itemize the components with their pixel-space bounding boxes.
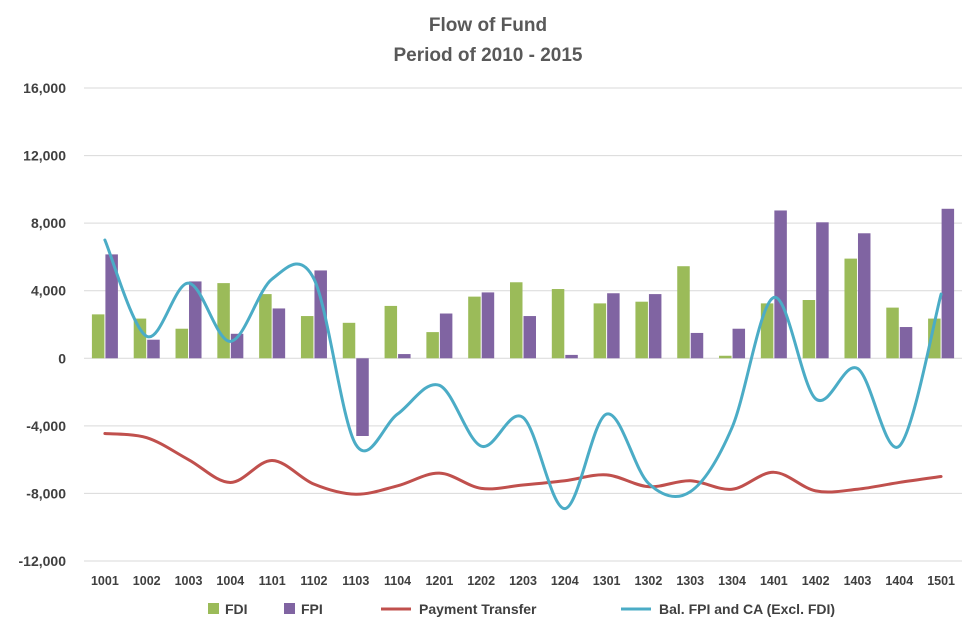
bar-fdi (91, 314, 105, 359)
x-tick-label: 1203 (509, 574, 537, 588)
bar-fdi (510, 282, 523, 359)
x-tick-label: 1004 (216, 574, 244, 588)
bar-fpi (272, 308, 286, 359)
bar-fdi (593, 303, 607, 359)
bar-fdi (175, 328, 189, 359)
bar-fpi (565, 354, 578, 359)
bar-fpi (732, 328, 746, 359)
gridlines (84, 87, 962, 562)
bar-fdi (760, 303, 774, 359)
x-tick-label: 1101 (259, 574, 286, 588)
line-payment-transfer (103, 431, 943, 496)
bar-fdi (468, 296, 481, 359)
legend-label: Payment Transfer (419, 601, 537, 617)
y-tick-label: -12,000 (19, 553, 67, 569)
x-tick-label: 1204 (551, 574, 579, 588)
legend-label: Bal. FPI and CA (Excl. FDI) (659, 601, 835, 617)
y-tick-label: 16,000 (23, 80, 66, 96)
y-tick-label: 0 (58, 350, 66, 366)
bar-fdi (677, 266, 690, 359)
bar-fdi (217, 283, 230, 359)
bar-fdi (719, 355, 732, 359)
bar-fpi (690, 332, 704, 359)
bars (91, 208, 955, 436)
x-tick-label: 1301 (593, 574, 621, 588)
bar-fdi (133, 318, 147, 359)
bar-fdi (802, 300, 816, 359)
bar-fpi (398, 354, 411, 359)
legend-label: FPI (301, 601, 323, 617)
lines (103, 238, 943, 511)
legend-label: FDI (225, 601, 248, 617)
bar-fpi (941, 208, 955, 359)
x-tick-label: 1404 (885, 574, 913, 588)
bar-fpi (481, 292, 495, 359)
bar-fpi (857, 233, 871, 359)
y-axis-ticks: 16,000 12,000 8,000 4,000 0 -4,000 -8,000 -12,0… (19, 80, 67, 569)
chart-title: Flow of Fund (429, 15, 547, 36)
bar-fdi (844, 258, 857, 359)
bar-fdi (551, 289, 565, 359)
bar-fdi (426, 332, 439, 359)
y-tick-label: 4,000 (31, 283, 66, 299)
bar-fpi (899, 327, 913, 359)
x-tick-label: 1202 (467, 574, 495, 588)
legend-swatch (284, 603, 295, 614)
y-tick-label: -8,000 (26, 485, 66, 501)
x-tick-label: 1201 (425, 574, 453, 588)
bar-fdi (928, 318, 941, 359)
bar-fpi (816, 222, 829, 359)
line-bal-fpi-and-ca-excl-fdi (103, 238, 943, 511)
x-axis-ticks: 1001 1002 1003 1004 1101 1102 1103 1104 1201 1202… (91, 574, 955, 588)
x-tick-label: 1302 (635, 574, 663, 588)
bar-fpi (105, 254, 118, 359)
y-tick-label: -4,000 (26, 418, 66, 434)
bar-fpi (648, 294, 662, 359)
x-tick-label: 1104 (384, 574, 411, 588)
bar-fpi (356, 358, 369, 436)
legend-swatch (208, 603, 219, 614)
x-tick-label: 1501 (927, 574, 955, 588)
bar-fpi (439, 313, 453, 359)
chart-subtitle: Period of 2010 - 2015 (393, 45, 582, 66)
bar-fpi (189, 281, 202, 359)
bar-fdi (886, 307, 899, 359)
bar-fdi (300, 316, 314, 359)
legend: FDI FPI Payment Transfer Bal. FPI and CA (E… (208, 601, 835, 617)
x-tick-label: 1303 (676, 574, 704, 588)
y-tick-label: 8,000 (31, 215, 66, 231)
x-tick-label: 1103 (342, 574, 369, 588)
x-tick-label: 1001 (91, 574, 119, 588)
bar-fdi (342, 322, 356, 359)
x-tick-label: 1003 (175, 574, 203, 588)
x-tick-label: 1402 (802, 574, 830, 588)
x-tick-label: 1002 (133, 574, 161, 588)
bar-fpi (147, 339, 160, 359)
y-tick-label: 12,000 (23, 148, 66, 164)
bar-fpi (607, 293, 620, 359)
bar-fdi (384, 305, 398, 359)
x-tick-label: 1403 (844, 574, 872, 588)
bar-fpi (774, 210, 787, 359)
bar-fdi (259, 294, 272, 359)
bar-fdi (635, 301, 648, 359)
bar-fpi (523, 316, 536, 359)
x-tick-label: 1102 (300, 574, 327, 588)
x-tick-label: 1401 (760, 574, 788, 588)
x-tick-label: 1304 (718, 574, 746, 588)
